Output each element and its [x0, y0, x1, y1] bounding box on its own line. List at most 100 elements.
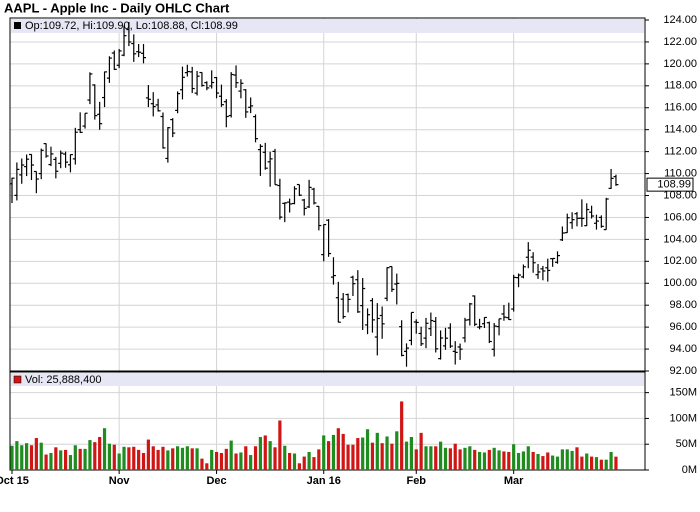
volume-bar — [29, 445, 34, 470]
volume-bar — [395, 431, 399, 470]
y-tick-label: 94.00 — [669, 343, 697, 355]
volume-bar — [34, 438, 38, 470]
volume-bar — [190, 448, 194, 470]
volume-bar — [273, 447, 277, 470]
volume-bar — [516, 452, 521, 470]
volume-bar — [492, 447, 496, 470]
volume-bar — [507, 451, 511, 470]
y-tick-label: 114.00 — [664, 124, 697, 136]
y-tick-label: 100M — [669, 412, 697, 424]
volume-bar — [526, 446, 530, 470]
volume-legend-text: Vol: 25,888,400 — [25, 374, 101, 386]
volume-legend-band — [11, 373, 644, 386]
volume-bar — [63, 449, 68, 470]
y-tick-label: 102.00 — [663, 255, 697, 267]
volume-bar — [463, 447, 467, 470]
x-tick-label: Oct 15 — [0, 475, 29, 487]
volume-bar — [609, 451, 613, 470]
volume-bar — [322, 435, 326, 470]
volume-bar — [234, 453, 238, 470]
volume-bar — [336, 428, 340, 470]
y-tick-label: 120.00 — [663, 58, 697, 70]
volume-bar — [292, 453, 297, 470]
volume-bar — [185, 446, 189, 470]
volume-bar — [263, 435, 267, 470]
y-tick-label: 118.00 — [664, 80, 697, 92]
volume-bar — [477, 451, 482, 470]
volume-bar — [219, 452, 224, 470]
volume-bar — [88, 440, 92, 470]
volume-bar — [404, 441, 409, 470]
volume-bar — [78, 448, 82, 470]
volume-bar — [434, 446, 438, 470]
volume-bar — [580, 456, 584, 470]
volume-bar — [400, 401, 404, 470]
x-tick-label: Nov — [109, 475, 131, 487]
volume-bar — [361, 437, 365, 470]
volume-bar — [487, 449, 491, 470]
volume-bar — [521, 451, 526, 470]
volume-bar — [590, 456, 594, 470]
y-tick-label: 100.00 — [663, 277, 697, 289]
y-tick-label: 50M — [676, 438, 697, 450]
volume-legend-swatch — [13, 375, 22, 384]
x-tick-label: Dec — [206, 475, 226, 487]
volume-bar — [214, 451, 219, 470]
volume-bar — [356, 438, 360, 470]
volume-bar — [278, 420, 282, 470]
volume-bar — [283, 445, 287, 470]
volume-bar — [10, 445, 14, 470]
volume-bar — [614, 456, 618, 470]
volume-bar — [375, 432, 379, 470]
volume-bar — [565, 449, 569, 470]
volume-bar — [541, 456, 545, 470]
volume-bar — [380, 443, 384, 470]
volume-bar — [531, 451, 535, 470]
volume-bar — [176, 446, 180, 470]
volume-bar — [326, 441, 331, 470]
volume-bar — [171, 448, 175, 470]
y-tick-label: 112.00 — [664, 146, 697, 158]
volume-bar — [546, 452, 550, 470]
volume-bar — [604, 459, 608, 470]
volume-bar — [424, 446, 428, 470]
x-tick-label: Feb — [406, 475, 426, 487]
volume-bar — [346, 444, 350, 470]
legend-band — [11, 19, 644, 33]
volume-bar — [351, 444, 355, 470]
volume-bar — [141, 452, 146, 470]
volume-bar — [244, 446, 248, 470]
volume-bar — [210, 449, 214, 470]
y-tick-label: 122.00 — [663, 36, 697, 48]
volume-bar — [239, 452, 243, 470]
y-tick-label: 108.00 — [663, 189, 697, 201]
volume-bar — [312, 457, 316, 470]
volume-bar — [594, 457, 599, 470]
legend-swatch — [14, 22, 21, 29]
volume-bar — [127, 447, 131, 470]
volume-bar — [44, 454, 48, 470]
y-tick-label: 124.00 — [663, 14, 697, 26]
volume-bar — [102, 428, 107, 470]
volume-bar — [25, 443, 29, 470]
volume-bar — [302, 456, 306, 470]
chart-title: AAPL - Apple Inc - Daily OHLC Chart — [4, 0, 230, 15]
volume-bar — [117, 453, 121, 470]
volume-bar — [502, 451, 506, 470]
y-tick-label: 116.00 — [664, 102, 697, 114]
volume-bar — [419, 432, 423, 470]
volume-bar — [156, 449, 160, 470]
y-tick-label: 0M — [682, 464, 697, 476]
volume-bar — [122, 446, 126, 470]
volume-bar — [161, 446, 165, 470]
volume-bar — [599, 459, 603, 470]
volume-bar — [258, 436, 262, 470]
volume-bar — [68, 455, 73, 470]
volume-bar — [83, 448, 87, 470]
volume-bar — [205, 463, 209, 470]
volume-bar — [468, 446, 472, 470]
volume-bar — [166, 450, 170, 470]
volume-bar — [288, 452, 292, 470]
volume-bar — [570, 450, 574, 470]
y-tick-label: 106.00 — [663, 211, 697, 223]
